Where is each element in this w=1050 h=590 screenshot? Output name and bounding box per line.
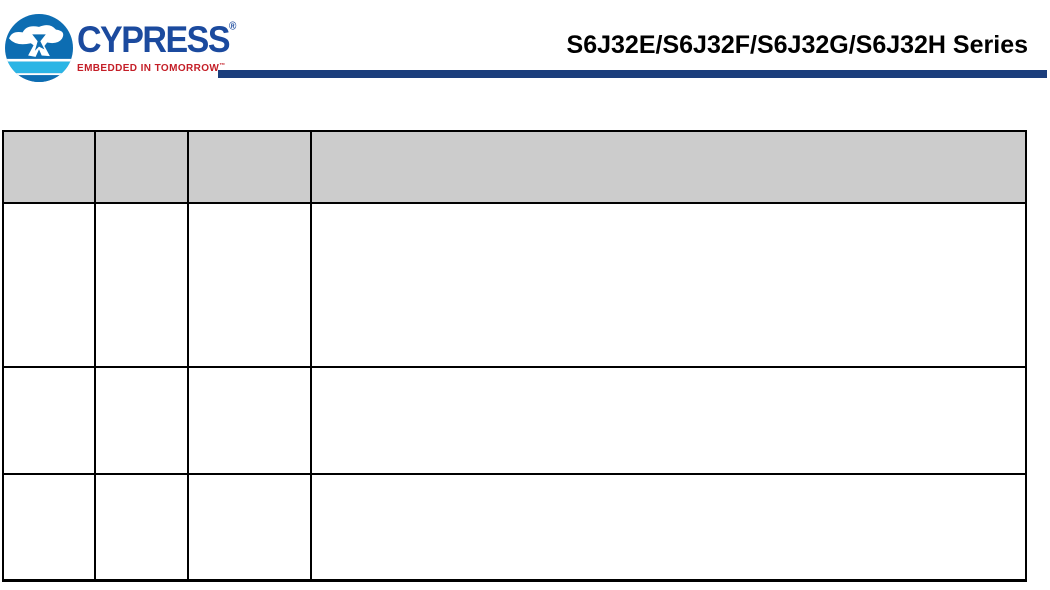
- table-row: [2, 366, 1027, 475]
- cypress-logo-text: CYPRESS® EMBEDDED IN TOMORROW™: [77, 14, 236, 74]
- cypress-logo: CYPRESS® EMBEDDED IN TOMORROW™: [5, 14, 236, 82]
- trademark-symbol: ™: [219, 63, 226, 69]
- page-title: S6J32E/S6J32F/S6J32G/S6J32H Series: [566, 31, 1028, 59]
- cypress-wordmark: CYPRESS®: [77, 19, 237, 61]
- table-cell: [2, 473, 96, 582]
- table-cell: [310, 473, 1027, 582]
- table-header-cell: [94, 130, 189, 204]
- table-cell: [94, 473, 189, 582]
- table-cell: [187, 366, 312, 475]
- table-row: [2, 473, 1027, 582]
- cypress-brand-name: CYPRESS: [77, 19, 231, 61]
- table-cell: [2, 202, 96, 368]
- cypress-globe-icon: [5, 14, 73, 82]
- table-cell: [310, 366, 1027, 475]
- table-header-cell: [2, 130, 96, 204]
- table-cell: [310, 202, 1027, 368]
- cypress-tagline: EMBEDDED IN TOMORROW™: [77, 63, 236, 74]
- registered-trademark-symbol: ®: [229, 20, 237, 33]
- table-header-row: [2, 130, 1027, 204]
- table-cell: [2, 366, 96, 475]
- header-rule: [218, 70, 1047, 78]
- spec-table: [2, 130, 1027, 582]
- table-row: [2, 202, 1027, 368]
- table-cell: [94, 366, 189, 475]
- table-cell: [187, 202, 312, 368]
- table-cell: [187, 473, 312, 582]
- table-header-cell: [310, 130, 1027, 204]
- table-cell: [94, 202, 189, 368]
- tagline-text: EMBEDDED IN TOMORROW: [77, 63, 220, 74]
- table-header-cell: [187, 130, 312, 204]
